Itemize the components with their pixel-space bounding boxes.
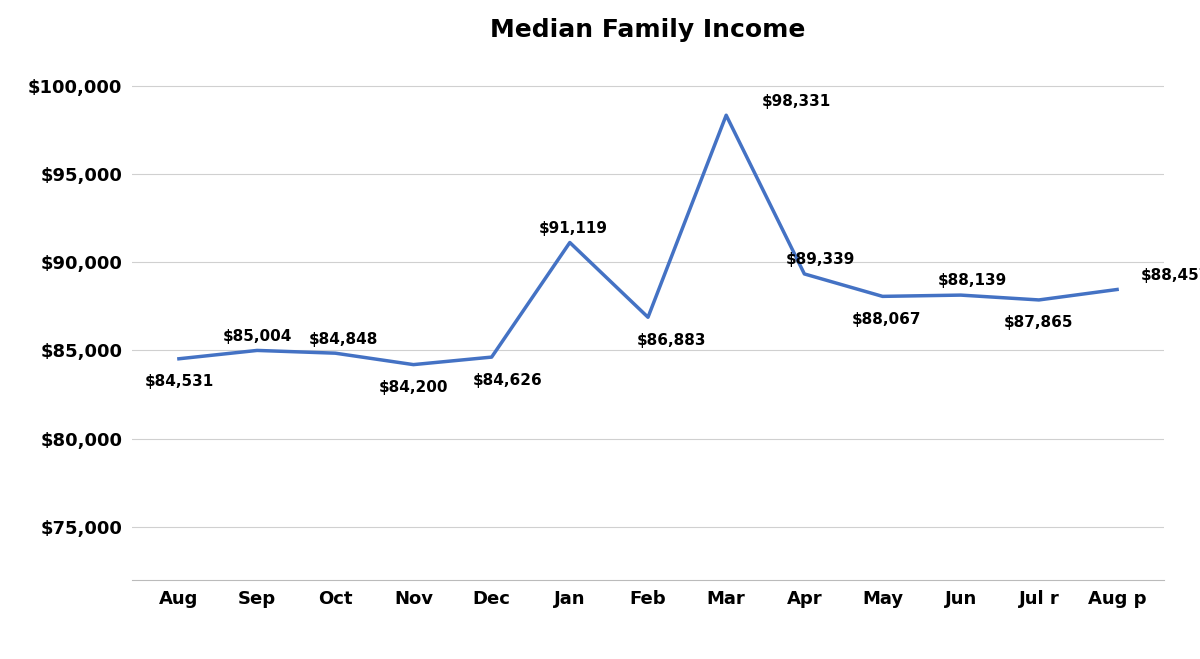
Text: $98,331: $98,331 xyxy=(761,94,830,109)
Text: $88,139: $88,139 xyxy=(938,273,1007,289)
Text: $84,848: $84,848 xyxy=(308,331,378,347)
Text: $88,457: $88,457 xyxy=(1140,268,1200,283)
Text: $86,883: $86,883 xyxy=(637,333,707,348)
Text: $87,865: $87,865 xyxy=(1004,316,1074,330)
Text: $84,626: $84,626 xyxy=(473,372,542,387)
Text: $88,067: $88,067 xyxy=(852,312,922,327)
Text: $91,119: $91,119 xyxy=(539,221,608,236)
Text: $89,339: $89,339 xyxy=(785,252,854,268)
Title: Median Family Income: Median Family Income xyxy=(491,18,805,42)
Text: $84,200: $84,200 xyxy=(379,380,449,395)
Text: $84,531: $84,531 xyxy=(144,374,214,389)
Text: $85,004: $85,004 xyxy=(222,329,292,344)
